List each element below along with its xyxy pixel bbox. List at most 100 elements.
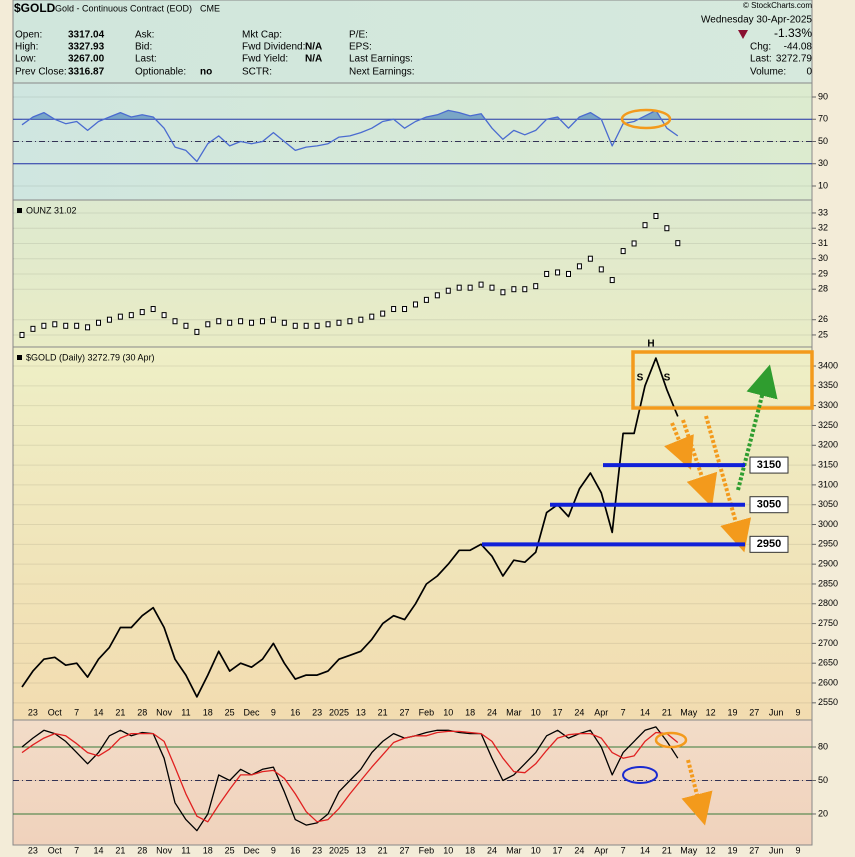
x-tick-label: 16 [290,845,300,855]
level-box [749,456,789,474]
price-point [598,266,604,273]
x-tick-label: 27 [749,845,759,855]
x-tick-label: 23 [312,845,322,855]
x-tick-label: 17 [553,707,563,717]
legend: OUNZ 31.02 [26,205,77,215]
level-label: 3150 [757,459,781,471]
x-tick-label: Dec [244,845,261,855]
y-tick-label: 31 [818,238,828,248]
x-tick-label: 24 [574,707,584,717]
x-tick-label: Mar [506,707,522,717]
x-tick-label: Apr [594,707,608,717]
x-tick-label: Feb [419,707,435,717]
price-point [500,289,506,296]
quote-value: -44.08 [784,42,813,53]
y-tick-label: 2550 [818,697,838,707]
arrow [736,364,778,491]
resistance-box [631,350,814,410]
y-tick-label: 20 [818,808,828,818]
series-line [21,357,679,698]
price-point [281,319,287,326]
price-point [117,313,123,320]
x-tick-label: May [680,845,698,855]
level-label: 3050 [757,499,781,511]
x-tick-label: 11 [181,707,190,717]
ounz-panel [12,199,813,348]
legend: $GOLD (Daily) 3272.79 (30 Apr) [26,352,155,362]
arrow [704,415,752,553]
field-label: Next Earnings: [349,67,415,78]
y-tick-label: 30 [818,158,828,168]
price-point [653,213,659,220]
source: © StockCharts.com [743,1,812,10]
price-point [96,319,102,326]
price-point [150,306,156,313]
x-tick-label: 13 [356,707,366,717]
field-label: Ask: [135,30,154,41]
x-tick-label: 19 [727,707,737,717]
x-tick-label: 28 [137,707,147,717]
x-tick-label: 9 [796,845,801,855]
y-tick-label: 2750 [818,618,838,628]
y-tick-label: 3200 [818,440,838,450]
price-point [336,319,342,326]
y-tick-label: 2600 [818,677,838,687]
x-tick-label: Apr [594,845,608,855]
x-tick-label: 25 [225,845,235,855]
price-point [52,321,58,328]
x-tick-label: 12 [706,707,716,717]
price-point [314,322,320,329]
price-point [194,328,200,335]
legend-icon [17,355,22,360]
x-tick-label: Feb [419,845,435,855]
field-label: EPS: [349,42,372,53]
price-point [270,316,276,323]
x-tick-label: 9 [271,707,276,717]
field-label: P/E: [349,30,368,41]
y-tick-label: 3400 [818,360,838,370]
x-tick-label: 16 [290,707,300,717]
x-tick-label: 10 [531,845,541,855]
y-tick-label: 2650 [818,658,838,668]
x-tick-label: 23 [28,707,38,717]
y-tick-label: 2900 [818,559,838,569]
date: Wednesday 30-Apr-2025 [701,15,812,26]
price-point [609,277,615,284]
price-point [85,324,91,331]
price-point [664,225,670,232]
price-point [380,310,386,317]
price-point [587,255,593,262]
y-tick-label: 25 [818,329,828,339]
pattern-label: S [664,373,671,384]
level-box [749,496,789,514]
field-label: Optionable: [135,67,186,78]
annotations [620,108,814,826]
field-label: Open: [15,30,42,41]
price-point [391,306,397,313]
price-point [183,322,189,329]
y-tick-label: 2800 [818,598,838,608]
price-point [456,284,462,291]
y-tick-label: 2850 [818,578,838,588]
field-label: Fwd Yield: [242,54,288,65]
x-tick-label: 25 [225,707,235,717]
x-tick-label: Nov [156,707,173,717]
price-point [434,292,440,299]
price-point [358,316,364,323]
price-point [303,322,309,329]
field-value: 3267.00 [68,54,105,65]
overbought-fill [29,110,662,120]
y-tick-label: 80 [818,741,828,751]
price-point [511,286,517,293]
price-point [620,248,626,255]
y-tick-label: 50 [818,775,828,785]
instrument-name: Gold - Continuous Contract (EOD) [55,3,192,13]
exchange: CME [200,3,220,13]
field-label: Prev Close: [15,67,67,78]
quote-label: Last: [750,54,772,65]
x-tick-label: 19 [727,845,737,855]
stochastic-panel [12,719,813,846]
x-tick-label: 7 [74,845,79,855]
y-tick-label: 3250 [818,420,838,430]
